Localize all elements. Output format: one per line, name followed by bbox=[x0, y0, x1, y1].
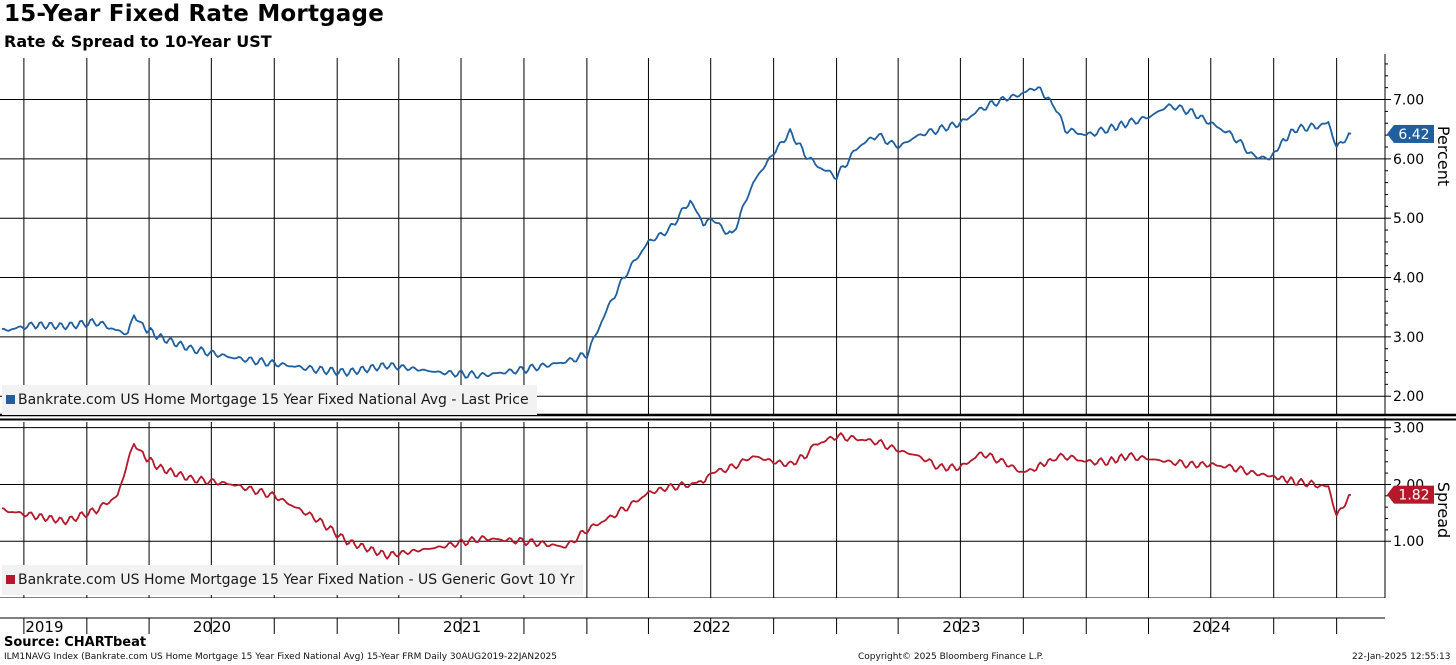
last-value-badge bbox=[1394, 485, 1434, 504]
y-tick-label: 6.00 bbox=[1393, 152, 1424, 168]
legend-spread-label: Bankrate.com US Home Mortgage 15 Year Fi… bbox=[18, 572, 575, 588]
last-value-pointer bbox=[1387, 124, 1394, 143]
x-axis-band bbox=[0, 598, 1385, 634]
footer-copyright: Copyright© 2025 Bloomberg Finance L.P. bbox=[858, 652, 1044, 662]
legend-spread: Bankrate.com US Home Mortgage 15 Year Fi… bbox=[2, 565, 583, 595]
x-axis: 2019 2020 2021 2022 2023 2024 bbox=[23, 618, 1338, 636]
chart-frame bbox=[0, 413, 1456, 634]
x-tick-label: 2023 bbox=[942, 618, 980, 636]
x-tick-label: 2022 bbox=[693, 618, 731, 636]
last-value-label: 6.42 bbox=[1398, 127, 1429, 143]
legend-spread-swatch bbox=[6, 575, 15, 584]
y-tick-label: 4.00 bbox=[1393, 271, 1424, 287]
legend-rate-swatch bbox=[6, 395, 15, 404]
rate-line bbox=[1, 86, 1352, 379]
x-tick-label: 2019 bbox=[25, 618, 63, 636]
chart-title: 15-Year Fixed Rate Mortgage bbox=[4, 1, 384, 27]
y-axis-title: Percent bbox=[1434, 126, 1453, 186]
x-tick-label: 2021 bbox=[443, 618, 481, 636]
x-tick-label: 2020 bbox=[193, 618, 231, 636]
grid-lines bbox=[0, 58, 1385, 598]
footer-index-info: ILM1NAVG Index (Bankrate.com US Home Mor… bbox=[4, 652, 557, 662]
y-tick-label: 3.00 bbox=[1393, 421, 1424, 437]
last-value-label: 1.82 bbox=[1398, 488, 1429, 504]
y-tick-label: 5.00 bbox=[1393, 211, 1424, 227]
y-axes: 2.003.004.005.006.007.00Percent6.421.002… bbox=[1384, 54, 1453, 598]
series-group bbox=[1, 86, 1352, 560]
last-value-pointer bbox=[1387, 485, 1394, 504]
chart-subtitle: Rate & Spread to 10-Year UST bbox=[4, 32, 272, 51]
spread-line bbox=[1, 432, 1352, 560]
legend-rate: Bankrate.com US Home Mortgage 15 Year Fi… bbox=[2, 385, 537, 415]
y-tick-label: 1.00 bbox=[1393, 534, 1424, 550]
legend-rate-label: Bankrate.com US Home Mortgage 15 Year Fi… bbox=[18, 392, 529, 408]
y-tick-label: 2.00 bbox=[1393, 389, 1424, 405]
y-tick-label: 3.00 bbox=[1393, 330, 1424, 346]
source-note: Source: CHARTbeat bbox=[4, 635, 147, 650]
panel-gap bbox=[0, 414, 1456, 422]
last-value-badge bbox=[1394, 124, 1434, 143]
y-axis-title: Spread bbox=[1434, 482, 1453, 538]
x-tick-label: 2024 bbox=[1192, 618, 1230, 636]
y-tick-label: 7.00 bbox=[1393, 93, 1424, 109]
footer-timestamp: 22-Jan-2025 12:55:13 bbox=[1352, 652, 1451, 662]
